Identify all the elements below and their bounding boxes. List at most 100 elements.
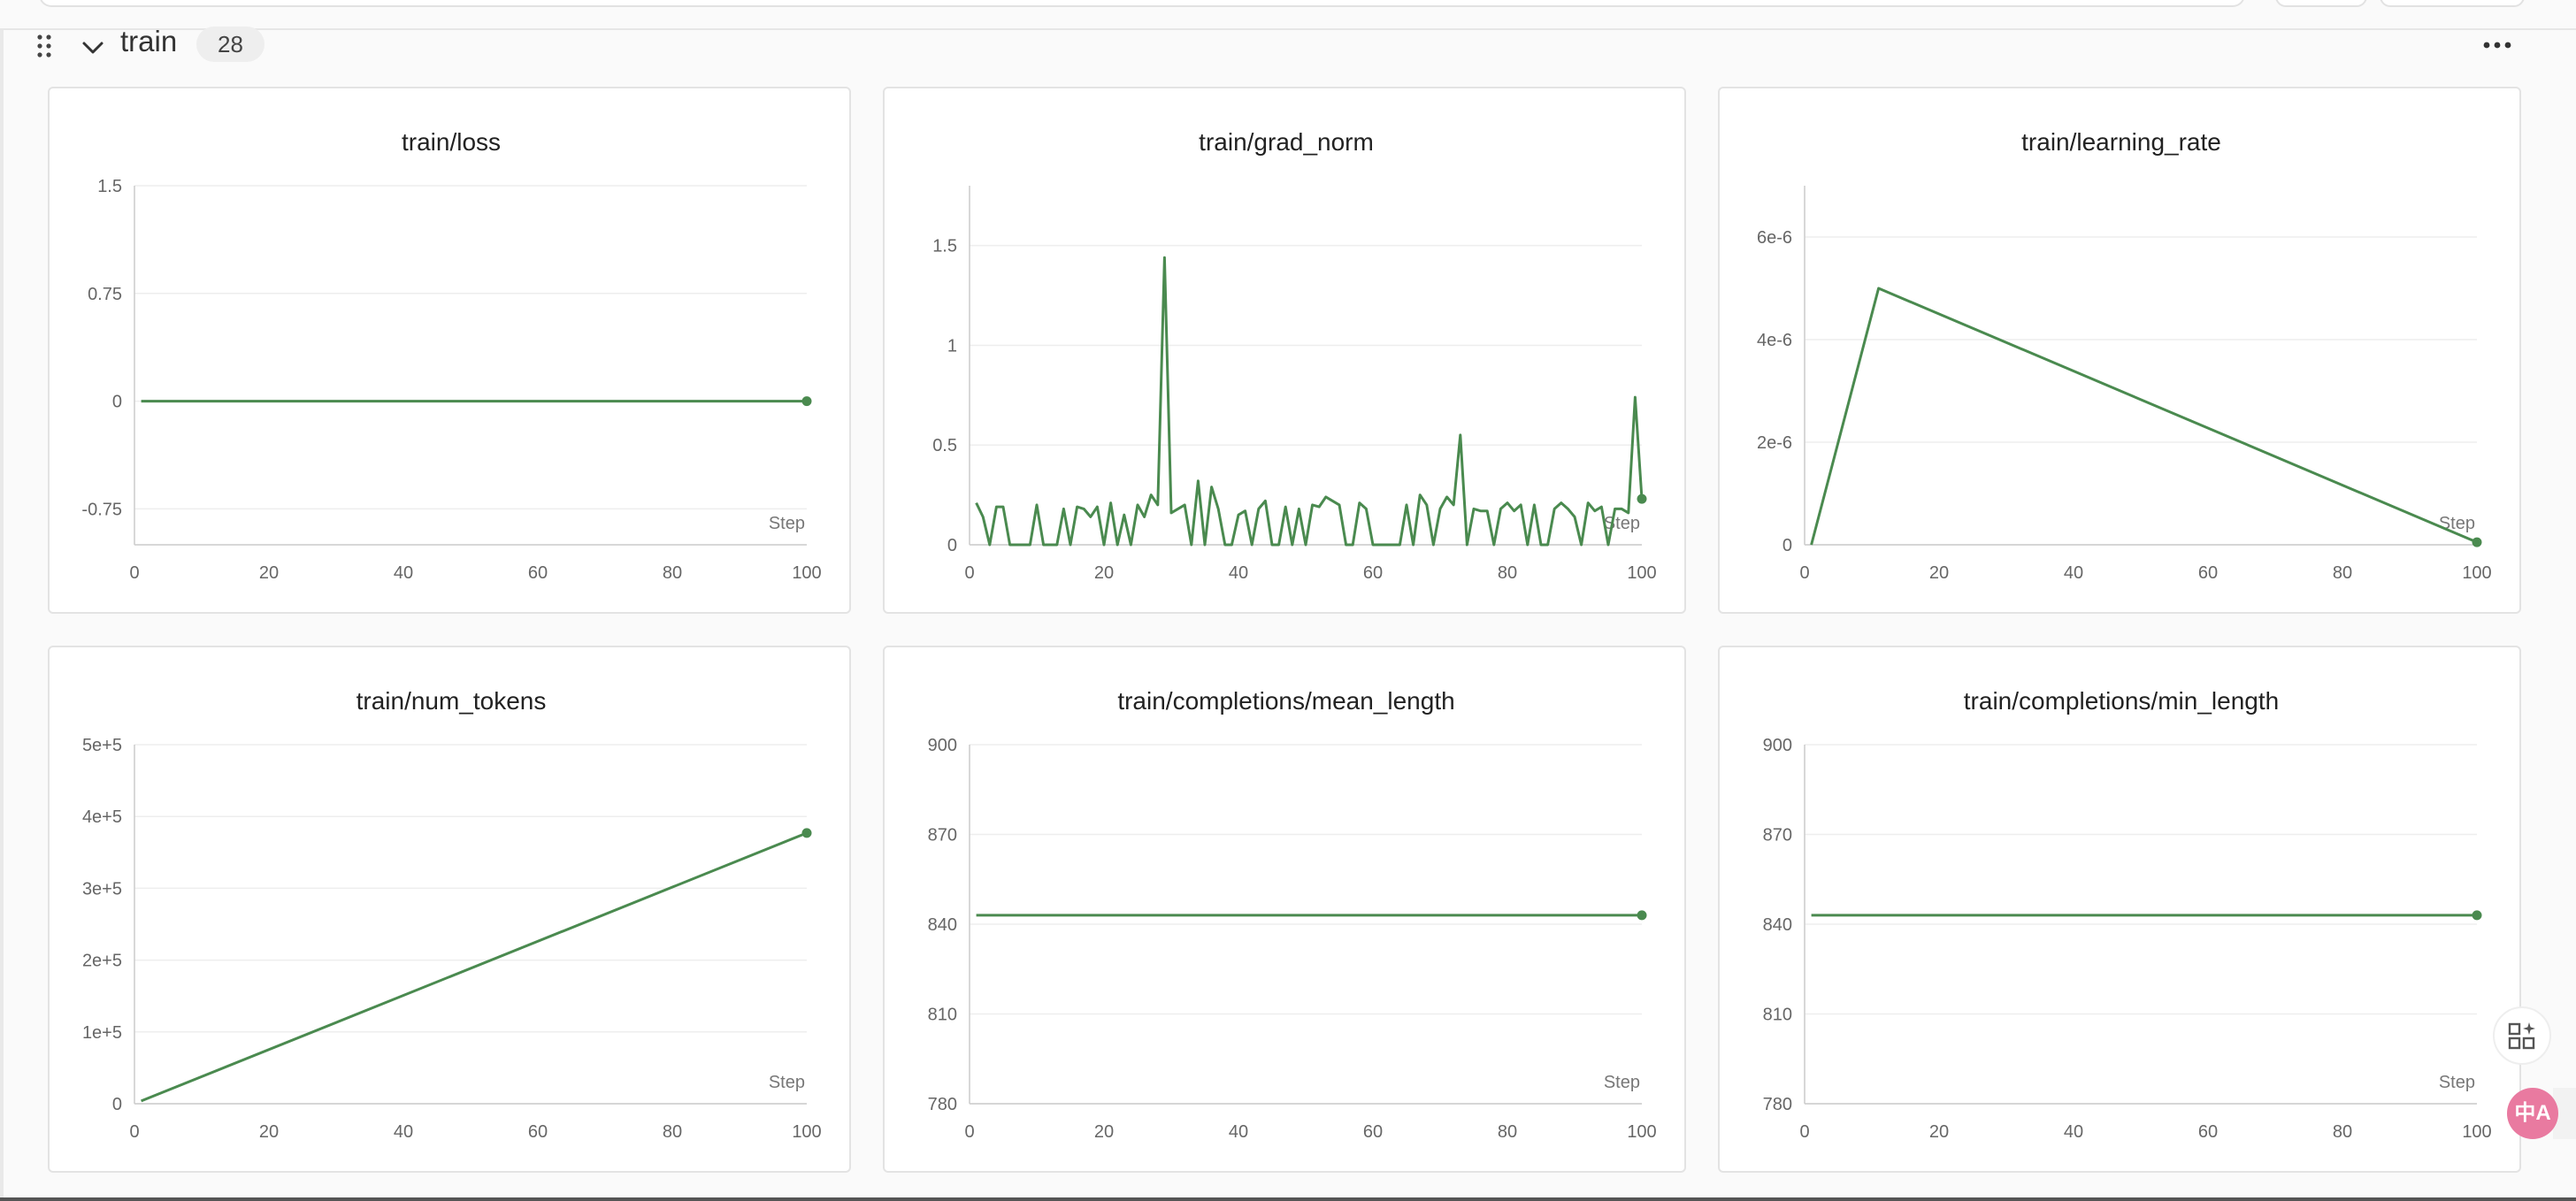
x-tick-label: 20 <box>1094 563 1114 583</box>
y-tick-label: 6e-6 <box>1757 228 1792 248</box>
x-tick-label: 20 <box>1929 563 1949 583</box>
chart-svg-grad-norm: train/grad_norm 0 0.5 1 1.5 0 20 40 60 80 100 Step <box>932 128 1657 583</box>
x-tick-label: 60 <box>528 1122 548 1142</box>
x-tick-label: 80 <box>1498 1122 1517 1142</box>
chart-svg-min-length: train/completions/min_length 780 810 840 870… <box>1763 687 2492 1142</box>
chart-title: train/grad_norm <box>1199 128 1374 156</box>
chart-card-min-length[interactable]: train/completions/min_length 780 810 840 870… <box>1718 646 2521 1173</box>
x-axis-label: Step <box>769 514 805 533</box>
translate-button[interactable]: 中A <box>2507 1088 2558 1139</box>
y-tick-label: 780 <box>1763 1095 1792 1114</box>
x-tick-label: 80 <box>2333 1122 2352 1142</box>
y-tick-label: 4e+5 <box>82 807 122 827</box>
x-tick-label: 0 <box>1799 563 1809 583</box>
y-tick-label: 2e-6 <box>1757 433 1792 453</box>
dashboard-add-icon <box>2508 1022 2535 1050</box>
x-tick-label: 20 <box>1094 1122 1114 1142</box>
chart-svg-num-tokens: train/num_tokens 0 1e+5 2e+5 3e+5 4e+5 5e+5 0 20… <box>82 687 822 1142</box>
x-tick-label: 60 <box>528 563 548 583</box>
y-tick-label: 1 <box>947 336 957 356</box>
x-tick-label: 80 <box>663 1122 682 1142</box>
x-tick-label: 100 <box>2462 563 2491 583</box>
drag-handle-icon[interactable] <box>35 34 53 58</box>
last-point-marker <box>1637 493 1647 504</box>
chart-card-loss[interactable]: train/loss -0.75 0 0.75 1.5 0 20 40 60 80 100 Step <box>48 87 851 614</box>
x-axis-label: Step <box>2439 1073 2475 1092</box>
last-point-marker <box>801 396 812 407</box>
y-tick-label: 0.5 <box>932 436 957 455</box>
x-tick-label: 0 <box>129 563 139 583</box>
series-line <box>975 256 1644 547</box>
y-tick-label: 4e-6 <box>1757 331 1792 350</box>
last-point-marker <box>1637 910 1647 921</box>
y-tick-label: 810 <box>1763 1006 1792 1025</box>
chart-title: train/learning_rate <box>2021 128 2221 156</box>
chart-card-grad-norm[interactable]: train/grad_norm 0 0.5 1 1.5 0 20 40 60 80 100 Step <box>883 87 1686 614</box>
y-tick-label: 870 <box>928 826 957 845</box>
x-tick-label: 40 <box>1229 563 1248 583</box>
last-point-marker <box>801 828 812 838</box>
y-tick-label: 900 <box>928 736 957 755</box>
y-tick-label: 810 <box>928 1006 957 1025</box>
last-point-marker <box>2472 910 2482 921</box>
panel-group-header: train 28 <box>0 18 2576 71</box>
y-tick-label: 1.5 <box>97 177 122 196</box>
y-tick-label: 840 <box>1763 915 1792 935</box>
chart-card-mean-length[interactable]: train/completions/mean_length 780 810 840 87… <box>883 646 1686 1173</box>
chart-title: train/loss <box>402 128 501 156</box>
group-title[interactable]: train <box>120 25 178 57</box>
x-tick-label: 80 <box>2333 563 2352 583</box>
x-tick-label: 80 <box>663 563 682 583</box>
toolbar-button[interactable] <box>2275 0 2367 7</box>
chart-title: train/completions/min_length <box>1964 687 2279 715</box>
y-tick-label: 840 <box>928 915 957 935</box>
y-tick-label: 0 <box>1782 536 1792 555</box>
x-tick-label: 100 <box>2462 1122 2491 1142</box>
left-border <box>0 0 4 1201</box>
x-tick-label: 0 <box>964 1122 974 1142</box>
x-axis-label: Step <box>1604 514 1640 533</box>
x-tick-label: 100 <box>1627 563 1656 583</box>
chevron-down-icon[interactable] <box>81 41 104 55</box>
chart-card-learning-rate[interactable]: train/learning_rate 0 2e-6 4e-6 6e-6 0 20 40 60 8… <box>1718 87 2521 614</box>
chart-title: train/completions/mean_length <box>1117 687 1454 715</box>
more-options-icon[interactable] <box>2482 39 2512 51</box>
toolbar-button-wide[interactable] <box>2380 0 2525 7</box>
search-box[interactable] <box>39 0 2245 7</box>
y-tick-label: 3e+5 <box>82 879 122 899</box>
y-tick-label: 5e+5 <box>82 736 122 755</box>
x-tick-label: 0 <box>964 563 974 583</box>
chart-title: train/num_tokens <box>356 687 547 715</box>
x-tick-label: 60 <box>2198 563 2218 583</box>
y-tick-label: 2e+5 <box>82 952 122 971</box>
x-tick-label: 40 <box>394 1122 413 1142</box>
chart-card-num-tokens[interactable]: train/num_tokens 0 1e+5 2e+5 3e+5 4e+5 5e+5 0 20… <box>48 646 851 1173</box>
bottom-border <box>0 1197 2576 1201</box>
y-tick-label: 1e+5 <box>82 1023 122 1043</box>
chart-svg-learning-rate: train/learning_rate 0 2e-6 4e-6 6e-6 0 20 40 60 8… <box>1757 128 2492 583</box>
y-tick-label: 870 <box>1763 826 1792 845</box>
y-tick-label: 1.5 <box>932 237 957 256</box>
x-tick-label: 40 <box>394 563 413 583</box>
x-axis-label: Step <box>1604 1073 1640 1092</box>
x-tick-label: 0 <box>1799 1122 1809 1142</box>
translate-label: 中A <box>2514 1101 2551 1125</box>
x-tick-label: 0 <box>129 1122 139 1142</box>
x-tick-label: 100 <box>792 1122 821 1142</box>
x-tick-label: 100 <box>792 563 821 583</box>
series-line <box>1810 287 2478 546</box>
add-panel-button[interactable] <box>2493 1006 2551 1065</box>
x-axis-label: Step <box>769 1073 805 1092</box>
x-tick-label: 40 <box>2064 1122 2083 1142</box>
y-tick-label: -0.75 <box>81 500 122 519</box>
chart-svg-mean-length: train/completions/mean_length 780 810 840 87… <box>928 687 1657 1142</box>
y-tick-label: 0 <box>112 1095 122 1114</box>
x-tick-label: 20 <box>1929 1122 1949 1142</box>
x-tick-label: 60 <box>1363 1122 1383 1142</box>
top-toolbar <box>0 0 2576 30</box>
x-axis-label: Step <box>2439 514 2475 533</box>
x-tick-label: 20 <box>259 1122 279 1142</box>
y-tick-label: 780 <box>928 1095 957 1114</box>
y-tick-label: 0 <box>112 393 122 412</box>
x-tick-label: 40 <box>2064 563 2083 583</box>
